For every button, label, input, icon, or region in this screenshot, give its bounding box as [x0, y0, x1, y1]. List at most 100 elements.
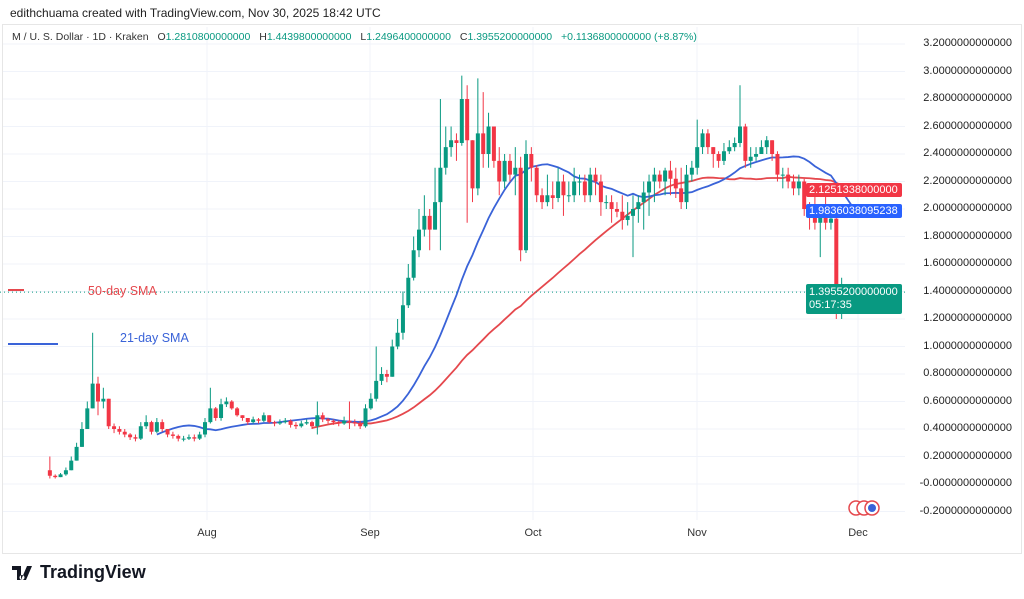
- candle-body: [261, 415, 266, 421]
- candle-body: [796, 181, 801, 189]
- candle-body: [101, 398, 106, 402]
- price-label: 1.8000000000000: [923, 229, 1012, 242]
- price-label: -0.2000000000000: [919, 504, 1012, 517]
- logo-text: TradingView: [40, 562, 146, 582]
- candle-body: [85, 408, 90, 429]
- candle-body: [491, 126, 496, 161]
- candle-body: [770, 140, 775, 154]
- candle-body: [417, 229, 421, 251]
- sma50-line: [311, 175, 853, 429]
- candle-body: [732, 143, 737, 148]
- candle-body: [74, 446, 79, 461]
- flags-icon: [848, 500, 880, 516]
- candle-body: [336, 422, 341, 424]
- candle-body: [58, 474, 63, 478]
- candle-body: [550, 195, 555, 198]
- candle-body: [213, 408, 218, 418]
- candle-body: [208, 408, 213, 423]
- candle-body: [331, 420, 336, 423]
- candle-body: [363, 408, 368, 427]
- sma-lines: [156, 155, 854, 436]
- candle-body: [657, 174, 662, 182]
- candle-body: [534, 167, 539, 196]
- candle-body: [411, 250, 416, 278]
- high-value: 1.4439800000000: [266, 31, 352, 43]
- candle-body: [470, 140, 475, 189]
- candle-body: [106, 398, 111, 427]
- candle-body: [481, 133, 486, 154]
- candle-body: [288, 420, 293, 425]
- symbol-label[interactable]: M / U. S. Dollar · 1D · Kraken: [12, 31, 149, 43]
- candle-body: [834, 218, 839, 313]
- candle-body: [582, 181, 587, 196]
- candle-body: [721, 151, 726, 161]
- candle-body: [780, 174, 785, 176]
- time-label-oct: Oct: [524, 527, 542, 539]
- candles: [47, 75, 855, 479]
- candle-body: [577, 181, 582, 183]
- candle-body: [272, 422, 277, 424]
- candle-body: [625, 215, 630, 220]
- candle-body: [443, 147, 448, 168]
- candle-body: [802, 181, 807, 209]
- candle-body: [818, 215, 823, 223]
- candle-body: [748, 156, 753, 161]
- candle-body: [192, 437, 197, 439]
- chart-frame: [2, 24, 1022, 554]
- candle-body: [229, 401, 234, 409]
- candle-body: [277, 422, 282, 424]
- candle-body: [379, 374, 384, 381]
- candle-body: [631, 209, 635, 216]
- candle-body: [679, 188, 684, 203]
- price-label: -0.0000000000000: [919, 477, 1012, 489]
- candle-body: [427, 215, 432, 230]
- candle-body: [668, 170, 673, 179]
- tradingview-logo[interactable]: TradingView: [12, 562, 146, 583]
- sma50-price-tag: 2.1251338000000: [806, 183, 902, 197]
- price-label: 1.0000000000000: [923, 339, 1012, 352]
- candle-body: [96, 383, 100, 402]
- candle-body: [299, 423, 304, 427]
- price-label: 2.4000000000000: [923, 147, 1012, 159]
- candle-body: [572, 181, 577, 196]
- candle-body: [122, 431, 127, 435]
- candle-body: [47, 470, 52, 476]
- candle-body: [181, 438, 186, 440]
- sma21-price-tag: 1.9836038095238: [806, 204, 902, 218]
- candle-body: [705, 133, 710, 148]
- candle-body: [283, 420, 288, 423]
- candle-body: [406, 277, 411, 306]
- candle-body: [112, 426, 117, 429]
- candle-body: [502, 160, 507, 182]
- candle-body: [400, 305, 405, 333]
- candle-body: [614, 209, 619, 212]
- candle-body: [620, 211, 625, 220]
- candle-body: [358, 423, 363, 427]
- low-value: 1.2496400000000: [366, 31, 451, 43]
- candle-body: [384, 374, 389, 377]
- candle-body: [641, 192, 646, 203]
- open-label: O: [157, 31, 166, 43]
- candle-body: [545, 195, 550, 203]
- open-value: 1.2810800000000: [165, 31, 251, 43]
- candle-body: [486, 126, 491, 154]
- price-label: 0.6000000000000: [923, 394, 1012, 407]
- price-label: 0.2000000000000: [923, 449, 1012, 462]
- sma21-line: [156, 155, 854, 436]
- low-label: L: [360, 31, 367, 43]
- candle-body: [775, 154, 780, 175]
- candle-body: [566, 195, 571, 197]
- candle-body: [647, 181, 652, 193]
- candle-body: [304, 422, 309, 424]
- candle-body: [138, 426, 143, 439]
- candle-body: [828, 218, 833, 223]
- candle-body: [235, 408, 240, 416]
- candle-body: [812, 215, 817, 223]
- candle-body: [652, 174, 657, 182]
- time-label-nov: Nov: [687, 527, 707, 539]
- candle-body: [53, 475, 58, 478]
- price-label: 1.2000000000000: [923, 312, 1012, 324]
- candle-body: [475, 133, 480, 189]
- candle-body: [438, 167, 443, 203]
